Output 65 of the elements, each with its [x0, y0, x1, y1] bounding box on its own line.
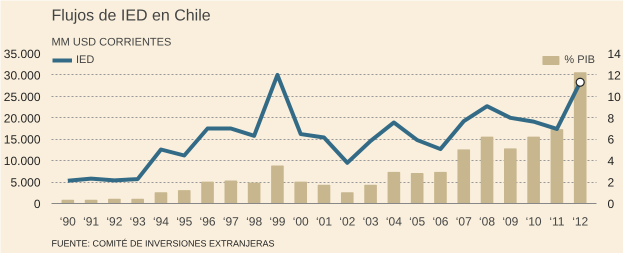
y2-tick-label: 2: [608, 176, 614, 190]
bar: [248, 182, 260, 204]
bar: [108, 198, 121, 204]
y2-tick-label: 4: [608, 154, 614, 168]
y-axis-title: MM USD CORRIENTES: [52, 36, 172, 48]
x-tick-label: ‘99: [269, 214, 286, 228]
source-note: FUENTE: COMITÉ DE INVERSIONES EXTRANJERAS: [52, 238, 275, 248]
x-tick-label: ‘04: [386, 214, 402, 228]
y-tick-label: 0: [34, 197, 41, 211]
y-tick-label: 30.000: [4, 68, 41, 82]
x-tick-label: ‘91: [83, 214, 100, 228]
x-tick-label: ‘03: [362, 214, 379, 228]
bar: [224, 180, 238, 204]
y2-tick-label: 6: [608, 132, 614, 147]
bar: [527, 136, 540, 204]
y2-tick-label: 0: [608, 197, 614, 211]
x-tick-label: ‘01: [316, 214, 332, 228]
x-tick-label: ‘11: [549, 214, 565, 228]
x-tick-label: ‘95: [176, 214, 193, 228]
chart-title: Flujos de IED en Chile: [52, 8, 211, 24]
bar: [550, 129, 564, 204]
x-tick-label: ‘06: [432, 214, 449, 228]
bar: [131, 198, 144, 204]
x-tick-label: ‘12: [572, 214, 589, 228]
y-tick-label: 5.000: [10, 176, 41, 190]
y-tick-label: 25.000: [4, 90, 41, 104]
bar: [480, 136, 494, 204]
bar: [201, 182, 214, 204]
x-tick-label: ‘09: [502, 214, 519, 228]
legend-label: IED: [76, 54, 96, 66]
bar: [574, 72, 587, 204]
y2-tick-label: 8: [608, 111, 614, 126]
bar: [178, 190, 191, 204]
x-tick-label: ‘05: [409, 214, 426, 228]
bar: [457, 149, 470, 204]
bar: [388, 172, 400, 204]
x-tick-label: ‘08: [479, 214, 496, 228]
x-tick-label: ‘00: [292, 214, 310, 228]
bar: [154, 192, 168, 204]
legend-label: % PIB: [564, 54, 595, 66]
x-tick-label: ‘07: [456, 214, 472, 228]
bar: [364, 184, 377, 204]
y-tick-label: 35.000: [4, 47, 41, 61]
y-tick-label: 20.000: [4, 111, 41, 126]
bar: [271, 166, 284, 204]
x-tick-label: ‘96: [200, 214, 216, 228]
x-tick-label: ‘92: [106, 214, 123, 228]
x-tick-label: ‘93: [130, 214, 146, 228]
bar: [434, 172, 447, 204]
y2-tick-label: 12: [608, 68, 622, 82]
x-tick-label: ‘02: [339, 214, 356, 228]
x-tick-label: ‘90: [60, 214, 76, 228]
x-tick-label: ‘98: [246, 214, 262, 228]
y2-tick-label: 14: [608, 47, 622, 61]
bar: [340, 192, 354, 204]
bar: [294, 182, 308, 204]
x-tick-label: ‘97: [222, 214, 240, 228]
bar: [410, 173, 424, 204]
bar: [318, 184, 330, 204]
x-tick-label: ‘94: [152, 214, 170, 228]
x-tick-label: ‘10: [526, 214, 542, 228]
y-tick-label: 10.000: [4, 154, 41, 168]
y-tick-label: 15.000: [4, 132, 41, 147]
bar: [504, 148, 517, 204]
y2-tick-label: 10: [608, 90, 622, 104]
